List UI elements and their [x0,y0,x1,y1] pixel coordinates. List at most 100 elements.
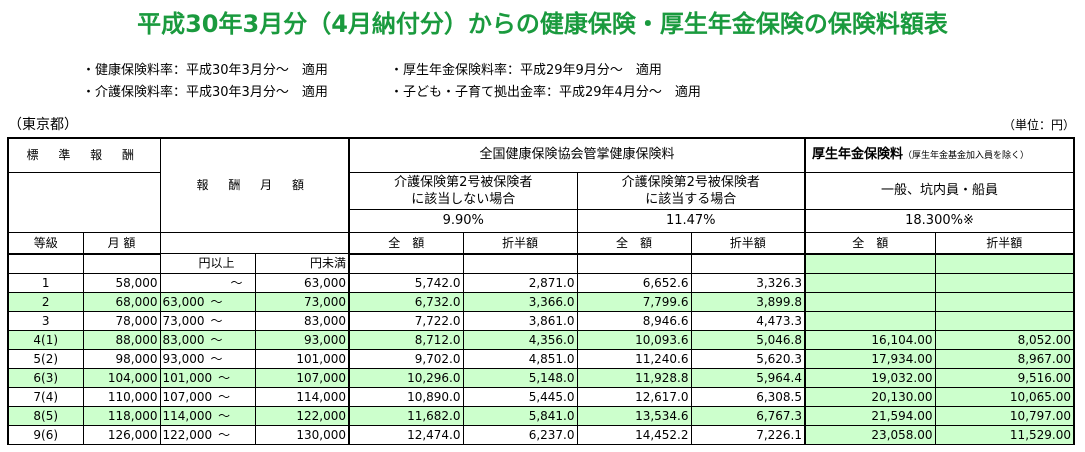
monthly-cell: 58,000 [82,272,161,293]
monthly-cell: 68,000 [82,291,161,312]
header-full-1: 全 額 [348,231,464,254]
premium-table: 標 準 報 酬 報 酬 月 額 全国健康保険協会管掌健康保険料 厚生年金保険料（… [7,137,1075,445]
header-standard-label: 標 準 報 酬 [26,148,142,163]
pension-full-cell [804,272,936,293]
header-full-3: 全 額 [804,231,936,254]
monthly-cell: 98,000 [82,348,161,369]
care-half-cell: 7,226.1 [690,424,806,445]
table-row: 9(6) 126,000 122,000 ～ 130,000 12,474.0 6,237.… [7,424,1075,445]
grade-cell: 1 [7,272,84,293]
health-half-cell: 3,366.0 [462,291,578,312]
pension-half-cell: 10,065.00 [934,386,1075,407]
header-half-1: 折半額 [462,231,578,254]
table-body: 1 58,000 ～ 63,000 5,742.0 2,871.0 6,652.6 3,326… [7,272,1075,445]
blank-cell [690,252,806,274]
range-to-cell: 130,000 [254,424,350,445]
care-full-cell: 8,946.6 [576,310,692,331]
care-half-cell: 5,046.8 [690,329,806,350]
health-full-cell: 9,702.0 [348,348,464,369]
monthly-cell: 126,000 [82,424,161,445]
blank-cell [348,252,464,274]
care-full-cell: 13,534.6 [576,405,692,426]
health-full-cell: 6,732.0 [348,291,464,312]
care-full-cell: 10,093.6 [576,329,692,350]
note-row: ・健康保険料率：平成30年3月分～ 適用 ・厚生年金保険料率：平成29年9月分～… [82,60,701,82]
health-full-cell: 10,890.0 [348,386,464,407]
health-full-cell: 10,296.0 [348,367,464,388]
pension-full-cell: 19,032.00 [804,367,936,388]
range-from-value: 83,000 [162,332,205,347]
range-to-cell: 83,000 [254,310,350,331]
range-to-cell: 73,000 [254,291,350,312]
pension-full-cell: 20,130.00 [804,386,936,407]
blank-cell [804,252,936,274]
grade-cell: 2 [7,291,84,312]
health-half-cell: 4,851.0 [462,348,578,369]
range-from-value: 114,000 [162,408,213,423]
range-from-value: 73,000 [162,313,205,328]
range-min-header: 円以上 [159,253,256,274]
range-from-cell: 122,000 ～ [159,424,256,445]
care-half-cell: 3,326.3 [690,272,806,293]
care-half-cell: 5,620.3 [690,348,806,369]
range-from-cell: 107,000 ～ [159,386,256,407]
pension-half-cell [934,310,1075,331]
blank-cell [7,252,84,274]
pension-full-cell: 17,934.00 [804,348,936,369]
table-row: 3 78,000 73,000 ～ 83,000 7,722.0 3,861.0 8,946.… [7,310,1075,331]
health-full-cell: 12,474.0 [348,424,464,445]
range-from-value: 107,000 [162,389,213,404]
table-row: 8(5) 118,000 114,000 ～ 122,000 11,682.0 5,841.… [7,405,1075,426]
header-rate-health: 9.90% [348,208,578,233]
header-range-blank [159,231,350,254]
range-from-value: 101,000 [162,370,213,385]
health-half-cell: 5,445.0 [462,386,578,407]
header-rate-care: 11.47% [576,208,806,233]
monthly-cell: 78,000 [82,310,161,331]
range-to-cell: 114,000 [254,386,350,407]
care-full-cell: 7,799.6 [576,291,692,312]
range-from-cell: ～ [159,272,256,293]
note-pension-rate: ・厚生年金保険料率：平成29年9月分～ 適用 [390,63,662,78]
pension-half-cell [934,272,1075,293]
header-not-kaigo-line1: 介護保険第2号被保険者 [394,174,533,190]
range-tilde: ～ [218,427,231,442]
health-half-cell: 3,861.0 [462,310,578,331]
table-row: 4(1) 88,000 83,000 ～ 93,000 8,712.0 4,356.0 10,… [7,329,1075,350]
health-half-cell: 5,841.0 [462,405,578,426]
care-half-cell: 6,308.5 [690,386,806,407]
range-max-header: 円未満 [254,253,350,274]
table-row: 1 58,000 ～ 63,000 5,742.0 2,871.0 6,652.6 3,326… [7,272,1075,293]
health-half-cell: 6,237.0 [462,424,578,445]
header-rate-pension: 18.300%※ [804,208,1075,233]
header-kousei: 厚生年金保険料（厚生年金基金加入員を除く） [804,137,1075,173]
rate-notes: ・健康保険料率：平成30年3月分～ 適用 ・厚生年金保険料率：平成29年9月分～… [82,60,701,104]
range-tilde: ～ [218,370,231,385]
pension-half-cell: 9,516.00 [934,367,1075,388]
health-full-cell: 11,682.0 [348,405,464,426]
range-from-value: 63,000 [162,294,205,309]
range-tilde: ～ [210,313,223,328]
care-half-cell: 3,899.8 [690,291,806,312]
header-kaigo-line2: に該当する場合 [645,191,737,207]
blank-cell [82,252,161,274]
table-row: 7(4) 110,000 107,000 ～ 114,000 10,890.0 5,445.… [7,386,1075,407]
note-care-rate: ・介護保険料率：平成30年3月分～ 適用 [82,85,328,100]
range-from-cell: 63,000 ～ [159,291,256,312]
note-row: ・介護保険料率：平成30年3月分～ 適用 ・子ども・子育て拠出金率：平成29年4… [82,82,701,104]
monthly-cell: 118,000 [82,405,161,426]
range-from-value: 93,000 [162,351,205,366]
range-tilde: ～ [218,389,231,404]
range-to-cell: 101,000 [254,348,350,369]
health-full-cell: 7,722.0 [348,310,464,331]
header-kousei-label: 厚生年金保険料 [812,146,904,162]
pension-full-cell [804,291,936,312]
header-half-3: 折半額 [934,231,1075,254]
header-full-2: 全 額 [576,231,692,254]
unit-label: （単位：円） [1002,118,1075,132]
pension-half-cell: 8,052.00 [934,329,1075,350]
pension-full-cell: 16,104.00 [804,329,936,350]
care-full-cell: 11,240.6 [576,348,692,369]
range-tilde: ～ [210,294,223,309]
range-tilde: ～ [210,332,223,347]
